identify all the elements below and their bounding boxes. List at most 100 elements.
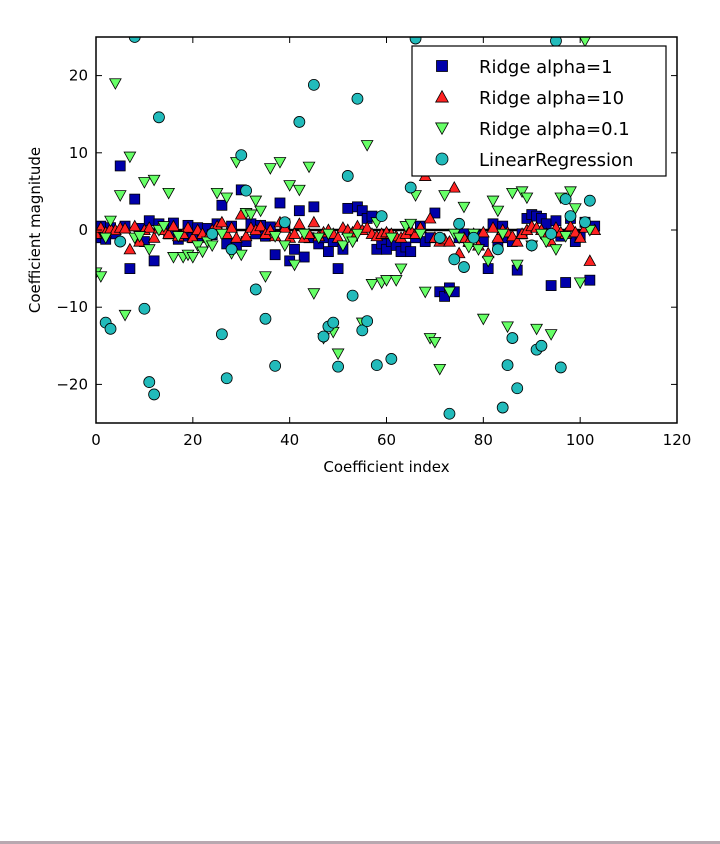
data-point [583, 194, 596, 207]
data-point [418, 286, 432, 299]
data-point [365, 279, 379, 291]
data-point [220, 192, 234, 205]
data-point [108, 78, 122, 90]
data-point [404, 218, 418, 231]
x-axis-title: Coefficient index [323, 458, 449, 476]
data-point [269, 359, 282, 372]
data-point [99, 232, 113, 245]
data-point [147, 174, 161, 187]
y-axis-title: Coefficient magnitude [26, 147, 44, 313]
data-point [162, 227, 176, 239]
data-point [505, 187, 519, 200]
data-point [501, 359, 514, 372]
data-point [384, 232, 398, 245]
data-point [564, 186, 577, 198]
data-point [162, 187, 176, 200]
data-point [389, 275, 403, 287]
data-point [317, 330, 330, 343]
data-point [235, 149, 248, 162]
data-point [104, 215, 117, 228]
y-tick-label: 10 [69, 144, 88, 162]
data-point [452, 232, 466, 245]
data-point [114, 235, 127, 248]
data-point [375, 210, 388, 223]
data-point [481, 255, 495, 268]
data-point [496, 401, 509, 414]
y-tick-label: 0 [78, 221, 88, 239]
data-point [167, 252, 180, 264]
data-point [360, 140, 374, 152]
data-point [409, 37, 422, 45]
data-point [510, 235, 524, 247]
data-point [278, 240, 292, 253]
data-point [380, 275, 393, 287]
data-point [128, 37, 141, 43]
data-point [545, 280, 557, 291]
data-point [254, 219, 268, 232]
data-point [196, 246, 209, 259]
series-ridge-alpha-0-1 [96, 37, 597, 376]
x-tick-label: 100 [566, 431, 595, 449]
data-point [486, 195, 500, 208]
data-point [453, 217, 466, 230]
data-point [525, 239, 538, 252]
data-point [308, 201, 320, 213]
data-point [118, 309, 132, 322]
data-point [142, 221, 156, 233]
data-point [332, 360, 344, 373]
data-point [153, 111, 165, 124]
data-point [573, 277, 587, 290]
data-point [118, 221, 132, 234]
data-point [123, 242, 137, 255]
data-point [515, 186, 529, 198]
data-point [476, 225, 490, 238]
data-point [148, 255, 160, 267]
data-point [229, 231, 243, 243]
data-point [360, 221, 374, 233]
data-point [138, 302, 151, 315]
data-point [143, 376, 156, 388]
data-point [259, 271, 272, 283]
data-point [356, 324, 369, 337]
marks-layer [96, 37, 602, 420]
data-point [215, 215, 229, 228]
data-point [302, 161, 316, 174]
legend-box [411, 45, 667, 177]
data-point [114, 160, 126, 172]
data-point [559, 231, 573, 243]
data-point [123, 151, 137, 164]
data-point [288, 227, 301, 239]
data-point [292, 184, 306, 197]
data-point [307, 215, 321, 228]
x-tick-label: 40 [280, 431, 299, 449]
data-point [584, 274, 596, 286]
x-tick-label: 0 [91, 431, 101, 449]
data-point [239, 229, 253, 242]
data-point [129, 193, 141, 205]
legend-marker [434, 122, 450, 136]
data-point [491, 243, 504, 256]
data-point [573, 231, 587, 243]
data-point [394, 263, 408, 276]
data-point [351, 92, 364, 105]
data-point [423, 211, 437, 224]
y-tick-label: −10 [56, 298, 88, 316]
legend-marker [436, 60, 448, 72]
data-point [579, 216, 591, 229]
data-point [124, 263, 136, 275]
data-point [321, 228, 335, 241]
data-point [535, 228, 548, 241]
data-point [405, 246, 417, 258]
page-bottom-border [0, 841, 720, 844]
data-point [583, 254, 597, 266]
data-point [289, 243, 300, 255]
data-point [273, 157, 287, 169]
data-point [554, 361, 567, 374]
data-point [133, 231, 147, 243]
x-tick-label: 60 [377, 431, 396, 449]
data-point [113, 190, 127, 202]
data-point [511, 382, 524, 395]
data-point [205, 240, 219, 253]
data-point [346, 236, 360, 249]
data-point [249, 195, 263, 208]
